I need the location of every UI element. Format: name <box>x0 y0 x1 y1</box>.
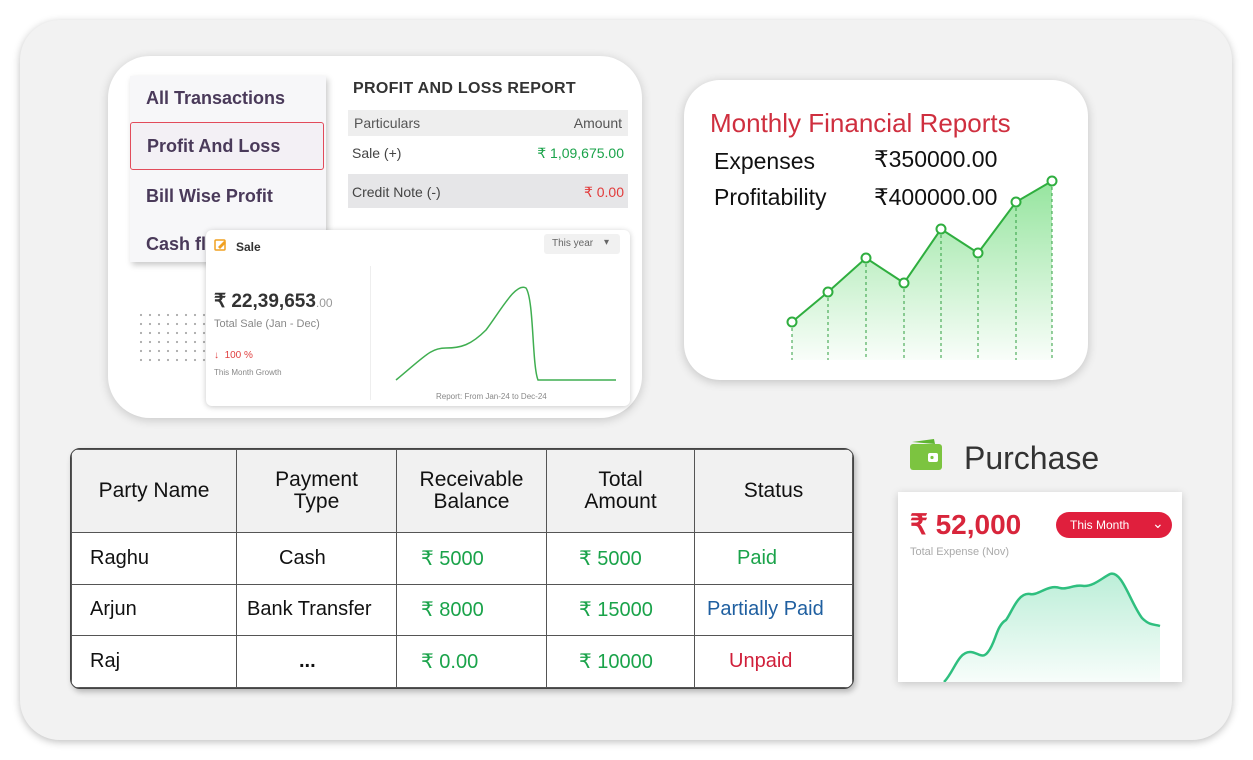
party-name: Arjun <box>71 583 237 637</box>
menu-item-label: Profit And Loss <box>147 136 281 156</box>
profitability-label: Profitability <box>714 184 827 210</box>
monthly-reports-card: Monthly Financial Reports Expenses ₹3500… <box>684 80 1088 380</box>
row-credit-note: Credit Note (-) ₹ 0.00 <box>348 174 628 208</box>
table-row[interactable]: Arjun Bank Transfer ₹ 8000 ₹ 15000 Parti… <box>71 583 853 637</box>
total-amount: ₹ 15000 <box>546 583 695 637</box>
sale-line-chart <box>395 286 616 381</box>
table-row[interactable]: Raghu Cash ₹ 5000 ₹ 5000 Paid <box>71 532 853 585</box>
divider <box>370 266 371 400</box>
purchase-area-chart <box>943 572 1161 682</box>
menu-item-cash-flow[interactable]: Cash fl <box>146 234 207 254</box>
period-label: This year <box>552 238 594 249</box>
growth-area-chart <box>786 175 1058 360</box>
menu-item-profit-and-loss[interactable]: Profit And Loss <box>130 122 324 170</box>
row-sale-label: Sale (+) <box>352 145 402 161</box>
table-row[interactable]: Raj ... ₹ 0.00 ₹ 10000 Unpaid <box>71 635 853 688</box>
report-header-row: Particulars Amount <box>348 110 628 136</box>
growth-value: 100 % <box>224 350 253 361</box>
party-table: Party Name Payment Type Receivable Balan… <box>70 448 854 689</box>
canvas: All Transactions Profit And Loss Bill Wi… <box>20 20 1232 740</box>
period-label: This Month <box>1070 518 1130 532</box>
period-dropdown[interactable]: This year ▾ <box>544 234 620 254</box>
status-badge: Paid <box>694 532 853 585</box>
period-dropdown-button[interactable]: This Month ⌄ <box>1056 512 1172 538</box>
profit-loss-card: All Transactions Profit And Loss Bill Wi… <box>108 56 642 418</box>
purchase-subtitle: Total Expense (Nov) <box>910 546 1010 558</box>
payment-type: ... <box>236 635 397 688</box>
header-status: Status <box>694 449 853 533</box>
total-amount: ₹ 5000 <box>546 532 695 585</box>
header-party-name: Party Name <box>71 449 237 533</box>
row-sale-amount: ₹ 1,09,675.00 <box>537 145 624 161</box>
arrow-down-icon: ↓ <box>214 350 219 361</box>
sale-icon <box>214 239 226 251</box>
sale-amount-decimals: .00 <box>315 296 333 310</box>
expenses-label: Expenses <box>714 148 816 174</box>
expenses-value: ₹350000.00 <box>874 146 998 172</box>
sale-amount-value: ₹ 22,39,653 <box>214 291 316 312</box>
menu-item-all-transactions[interactable]: All Transactions <box>146 88 286 108</box>
purchase-title: Purchase <box>964 440 1100 476</box>
total-amount: ₹ 10000 <box>546 635 695 688</box>
header-receivable-balance: Receivable Balance <box>396 449 547 533</box>
monthly-title: Monthly Financial Reports <box>710 108 1011 138</box>
wallet-icon <box>910 439 942 470</box>
report-range: Report: From Jan-24 to Dec-24 <box>436 392 547 401</box>
chevron-down-icon: ⌄ <box>1152 515 1164 531</box>
payment-type: Bank Transfer <box>236 583 397 637</box>
sale-card: Sale This year ▾ ₹ 22,39,653.00 Total Sa… <box>206 230 630 406</box>
sale-amount: ₹ 22,39,653.00 <box>214 290 333 313</box>
chevron-down-icon: ▾ <box>604 237 610 248</box>
party-name: Raj <box>71 635 237 688</box>
purchase-card: ₹ 52,000 This Month ⌄ Total Expense (Nov… <box>898 492 1182 682</box>
header-payment-type: Payment Type <box>236 449 397 533</box>
report-menu: All Transactions Profit And Loss Bill Wi… <box>130 76 326 262</box>
growth-indicator: ↓ 100 % <box>214 350 253 361</box>
menu-item-bill-wise-profit[interactable]: Bill Wise Profit <box>146 186 273 206</box>
row-credit-label: Credit Note (-) <box>352 184 441 200</box>
growth-label: This Month Growth <box>214 368 282 377</box>
receivable-balance: ₹ 5000 <box>396 532 547 585</box>
payment-type: Cash <box>236 532 397 585</box>
table-header-row: Party Name Payment Type Receivable Balan… <box>71 449 853 533</box>
receivable-balance: ₹ 8000 <box>396 583 547 637</box>
profitability-value: ₹400000.00 <box>874 184 998 210</box>
status-badge: Partially Paid <box>694 583 853 637</box>
status-badge: Unpaid <box>694 635 853 688</box>
dot-grid-decoration <box>139 313 206 362</box>
report-title: PROFIT AND LOSS REPORT <box>353 80 576 97</box>
col-amount: Amount <box>573 115 622 131</box>
row-credit-amount: ₹ 0.00 <box>583 184 624 200</box>
purchase-amount: ₹ 52,000 <box>910 509 1022 540</box>
header-total-amount: Total Amount <box>546 449 695 533</box>
sale-title: Sale <box>236 240 261 254</box>
sale-subtitle: Total Sale (Jan - Dec) <box>214 318 320 330</box>
receivable-balance: ₹ 0.00 <box>396 635 547 688</box>
col-particulars: Particulars <box>354 115 421 131</box>
party-name: Raghu <box>71 532 237 585</box>
